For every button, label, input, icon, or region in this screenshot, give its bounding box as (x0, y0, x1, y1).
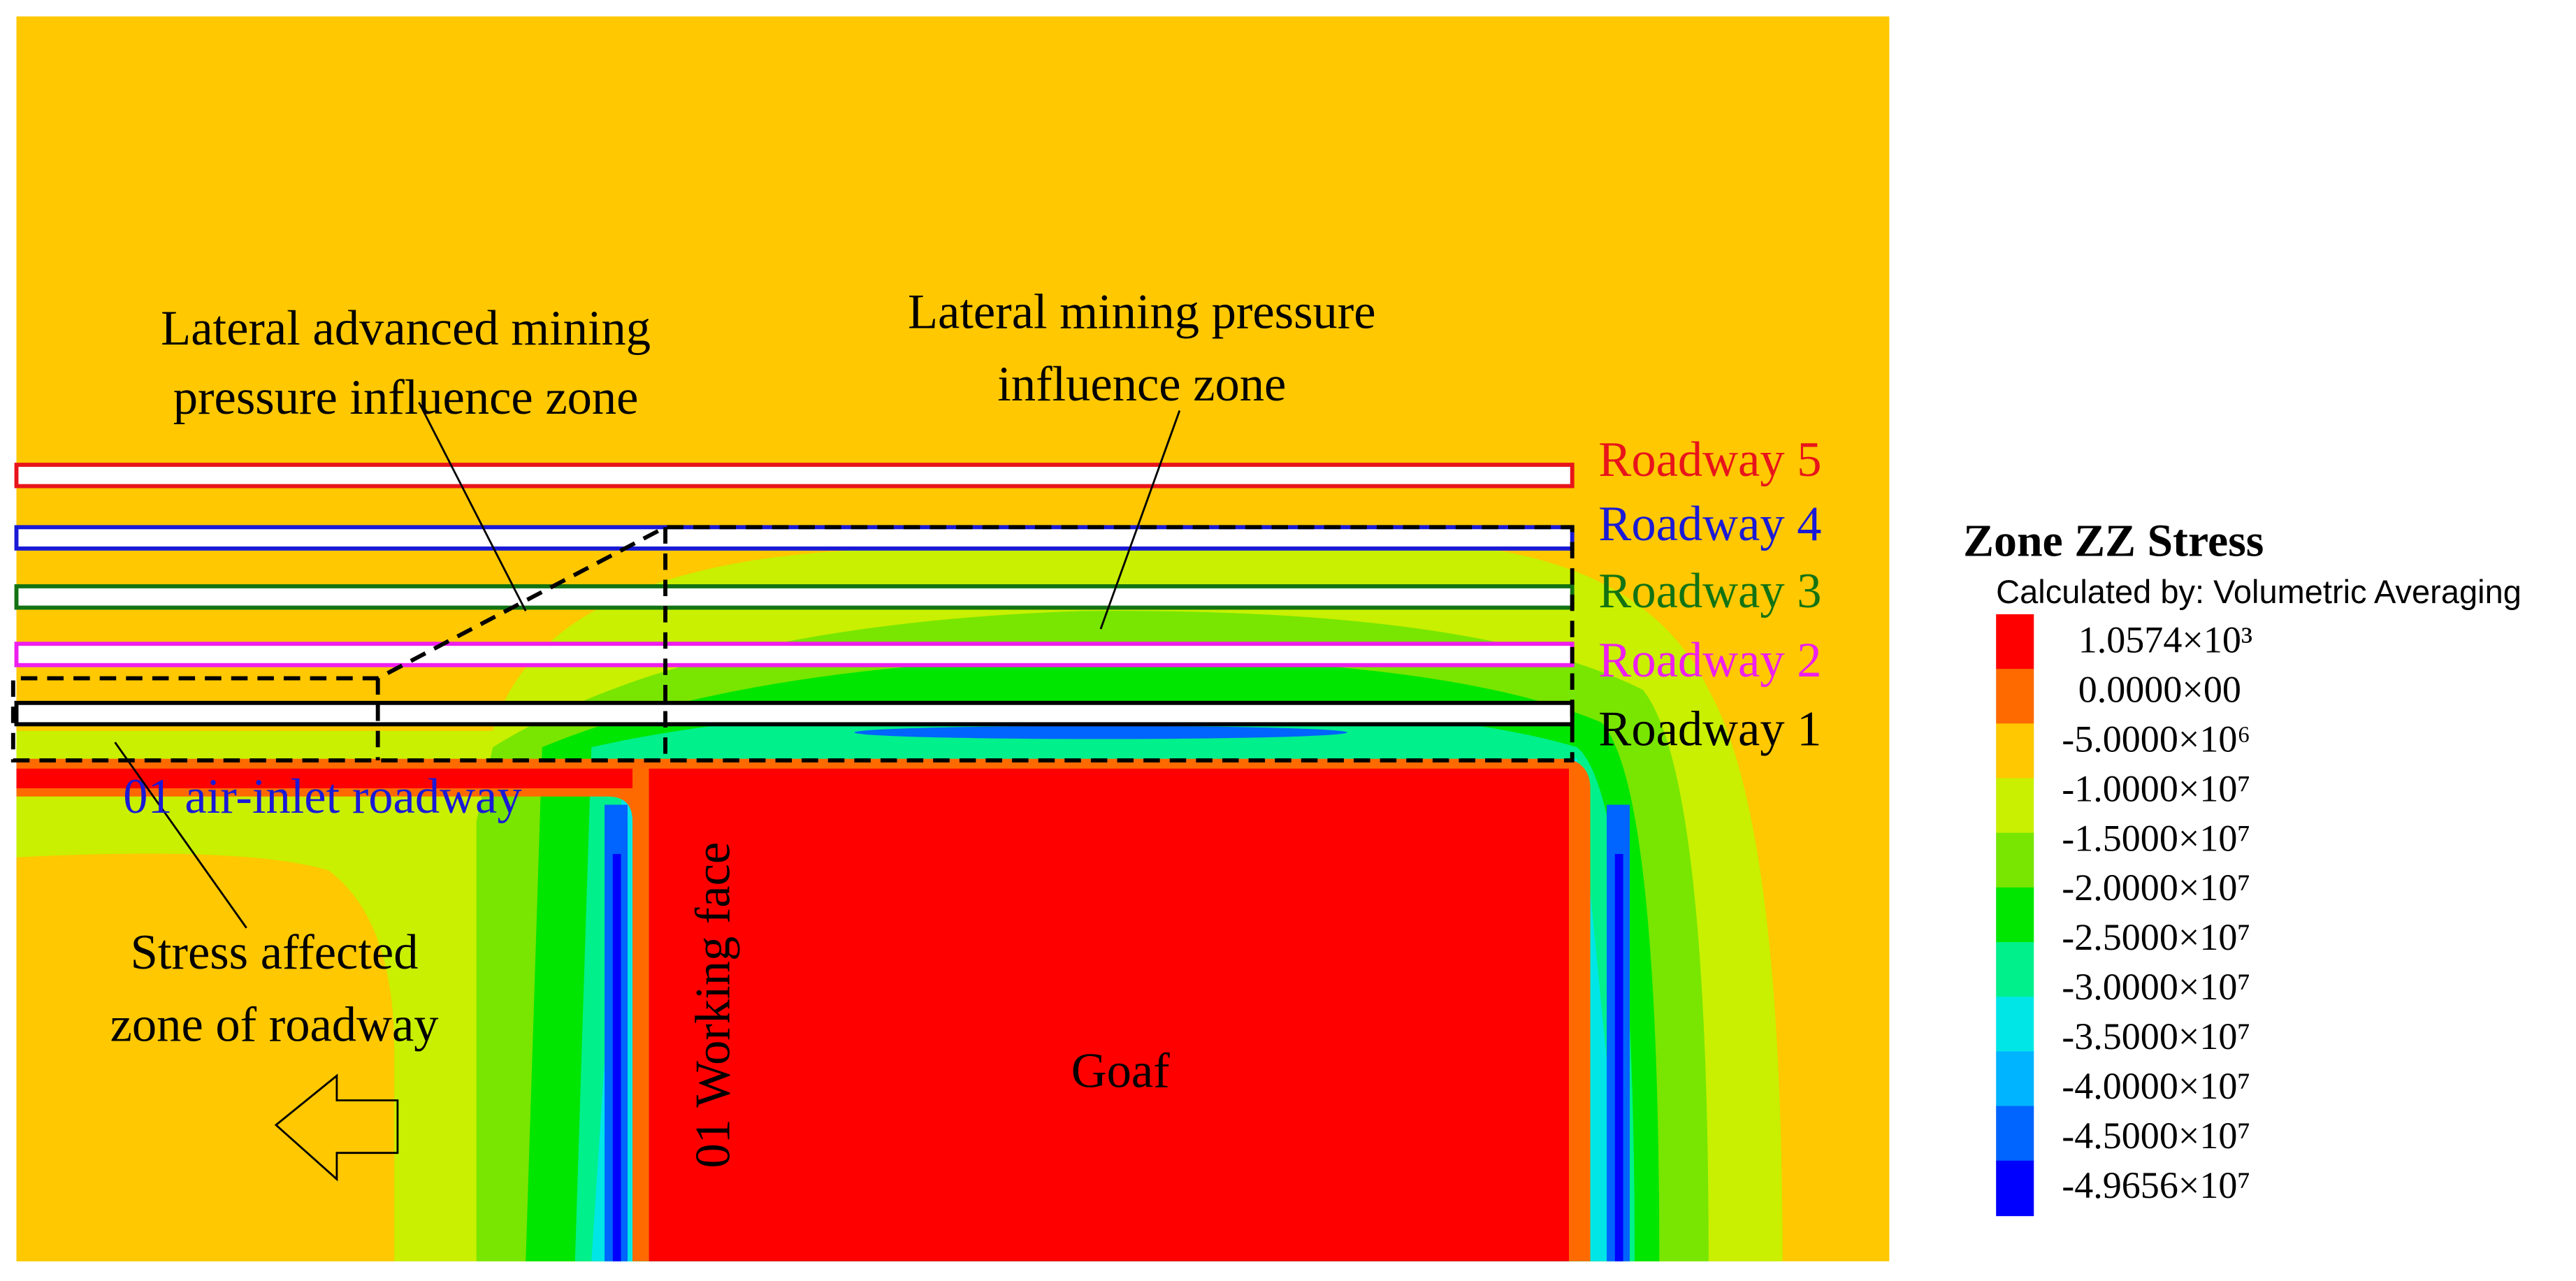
roadway-label: Roadway 5 (1598, 433, 1821, 487)
legend-label: -5.0000×10⁶ (2062, 718, 2250, 760)
legend-swatch (1996, 1051, 2034, 1107)
legend-label: 1.0574×10³ (2078, 619, 2252, 661)
annotation: influence zone (997, 357, 1286, 412)
legend-label: -4.9656×10⁷ (2062, 1164, 2250, 1206)
roadways: Roadway 5 Roadway 4 Roadway 3 Roadway 2 Road… (14, 433, 1822, 757)
roadway (14, 463, 1575, 488)
roadway (14, 584, 1575, 610)
stress-zone (16, 853, 395, 1261)
roadway (14, 700, 1575, 727)
legend: 1.0574×10³ 0.0000×00 -5.0000×10⁶ -1.0000×10… (1996, 614, 2252, 1217)
goaf-zone (16, 768, 633, 788)
legend-swatch (1996, 887, 2034, 943)
legend-label: -3.5000×10⁷ (2062, 1015, 2250, 1057)
roadway-label: Roadway 4 (1598, 497, 1821, 551)
zone-outlines (10, 525, 1575, 762)
roadway (14, 525, 1575, 551)
legend-label: -1.5000×10⁷ (2062, 817, 2250, 859)
annotation: Stress affected (131, 925, 419, 980)
stress-zone (612, 854, 621, 1261)
annotation: 01 air-inlet roadway (123, 769, 521, 824)
legend-label: -1.0000×10⁷ (2062, 767, 2250, 809)
annotation: Lateral mining pressure (908, 285, 1376, 340)
legend-swatch (1996, 1160, 2034, 1217)
leader-line (1099, 410, 1181, 630)
legend-swatch (1996, 832, 2034, 889)
roadway (14, 642, 1575, 667)
legend-title: Zone ZZ Stress (1963, 515, 2264, 566)
legend-swatch (1996, 942, 2034, 998)
legend-label: -4.5000×10⁷ (2062, 1115, 2250, 1157)
roadway-label: Roadway 3 (1598, 564, 1821, 618)
legend-label: -3.0000×10⁷ (2062, 966, 2250, 1008)
annotation: zone of roadway (110, 998, 439, 1052)
legend-swatch (1996, 1106, 2034, 1161)
stress-zone (854, 725, 1347, 739)
leader-line (114, 741, 247, 929)
dashed-outline (10, 525, 1575, 762)
stress-zone (1614, 854, 1623, 1261)
leader-lines (114, 402, 1181, 929)
legend-swatch (1996, 997, 2034, 1052)
legend-label: 0.0000×00 (2078, 669, 2241, 711)
leader-line (418, 402, 527, 611)
annotation: Goaf (1071, 1043, 1170, 1098)
goaf-zone (649, 768, 1569, 1261)
legend-swatch (1996, 723, 2034, 779)
legend-label: -2.5000×10⁷ (2062, 916, 2250, 958)
roadway-label: Roadway 1 (1598, 702, 1821, 757)
roadway-label: Roadway 2 (1598, 633, 1821, 688)
legend-swatch (1996, 614, 2034, 670)
annotation: 01 Working face (686, 842, 740, 1168)
annotation: Lateral advanced mining (161, 301, 651, 356)
legend-swatch (1996, 669, 2034, 725)
legend-swatch (1996, 778, 2034, 834)
contour-plot (16, 16, 1890, 1261)
legend-subtitle: Calculated by: Volumetric Averaging (1996, 573, 2521, 610)
legend-label: -2.0000×10⁷ (2062, 867, 2250, 909)
legend-label: -4.0000×10⁷ (2062, 1065, 2250, 1107)
direction-arrow (274, 1073, 399, 1182)
annotation: pressure influence zone (173, 370, 639, 425)
